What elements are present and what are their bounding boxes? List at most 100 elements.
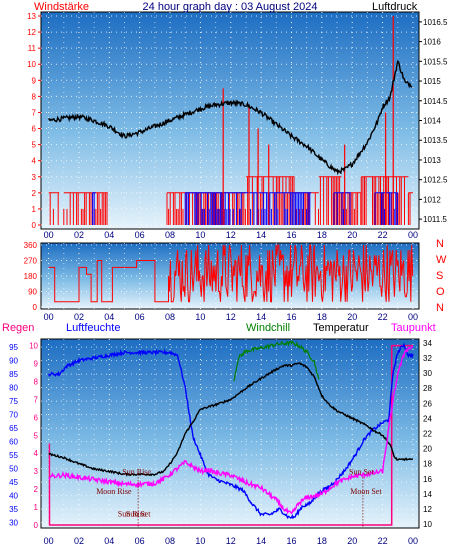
sun-moon-annotation: Sun Rise xyxy=(118,510,147,519)
y-tick-label: 12 xyxy=(27,28,36,37)
y-tick-label: 1014 xyxy=(423,117,441,126)
humidity-tick-label: 55 xyxy=(9,451,18,460)
y-tick-label: 4 xyxy=(32,157,37,166)
x-tick-label: 22 xyxy=(378,536,388,546)
windchill-line xyxy=(233,340,320,382)
windchill-label: Windchill xyxy=(246,322,290,334)
y-tick-label: 1015 xyxy=(423,77,441,86)
y-tick-label: 1 xyxy=(32,205,37,214)
y-tick-label: 11 xyxy=(28,44,37,53)
y-tick-label: 1016.5 xyxy=(423,18,448,27)
dewpoint-label: Taupunkt xyxy=(391,322,436,334)
x-tick-label: 04 xyxy=(104,312,114,322)
x-tick-label: 12 xyxy=(226,312,236,322)
y-tick-label: 360 xyxy=(24,241,38,250)
temp-series xyxy=(47,340,414,528)
x-tick-label: 08 xyxy=(165,230,175,240)
rain-tick-label: 9 xyxy=(34,360,39,369)
y-tick-label: 1015.5 xyxy=(423,57,448,66)
x-tick-label: 00 xyxy=(408,536,418,546)
temp-tick-label: 26 xyxy=(423,399,432,408)
humidity-tick-label: 40 xyxy=(9,492,18,501)
humidity-tick-label: 85 xyxy=(9,370,18,379)
y-tick-label: 270 xyxy=(24,257,38,266)
temp-tick-label: 20 xyxy=(423,445,432,454)
temperature-line xyxy=(48,362,414,477)
wind-pressure-panel: 0123456789101112131011.510121012.5101310… xyxy=(27,1,448,240)
humidity-tick-label: 30 xyxy=(9,519,18,528)
direction-line xyxy=(48,244,414,303)
wind-segment xyxy=(407,192,413,225)
wind-pressure-series xyxy=(48,16,413,225)
wind-segment xyxy=(48,192,60,225)
y-tick-label: 3 xyxy=(32,173,37,182)
gust-segment xyxy=(92,192,96,225)
pressure-axis-label: Luftdruck xyxy=(372,1,418,13)
x-tick-label: 14 xyxy=(256,230,266,240)
compass-label: W xyxy=(436,254,447,266)
rain-tick-label: 10 xyxy=(29,342,38,351)
temp-tick-label: 14 xyxy=(423,490,432,499)
x-tick-label: 14 xyxy=(256,536,266,546)
x-tick-label: 00 xyxy=(44,536,54,546)
y-tick-label: 0 xyxy=(32,221,37,230)
humidity-label: Luftfeuchte xyxy=(66,322,120,334)
x-tick-label: 16 xyxy=(286,230,296,240)
x-tick-label: 20 xyxy=(347,230,357,240)
temp-tick-label: 16 xyxy=(423,475,432,484)
plot-area-3 xyxy=(40,338,420,529)
wind-segment xyxy=(166,192,246,225)
rain-tick-label: 1 xyxy=(34,503,39,512)
humidity-tick-label: 35 xyxy=(9,505,18,514)
dewpoint-line xyxy=(48,346,414,515)
axes-3: 3035404550556065707580859095012345678910… xyxy=(9,339,432,546)
wind-axis-label: Windstärke xyxy=(34,1,89,13)
temp-tick-label: 34 xyxy=(423,339,432,348)
compass-label: N xyxy=(436,302,444,314)
y-tick-label: 1016 xyxy=(423,38,441,47)
humidity-line xyxy=(47,342,414,520)
rain-tick-label: 7 xyxy=(34,395,39,404)
rain-line xyxy=(48,344,413,526)
y-tick-label: 7 xyxy=(32,108,37,117)
temp-tick-label: 28 xyxy=(423,384,432,393)
x-tick-label: 20 xyxy=(347,536,357,546)
temp-tick-label: 24 xyxy=(423,414,432,423)
y-tick-label: 9 xyxy=(32,76,37,85)
sun-moon-annotation: Moon Set xyxy=(350,487,382,496)
rain-tick-label: 2 xyxy=(34,485,39,494)
humidity-tick-label: 50 xyxy=(9,465,18,474)
rain-tick-label: 4 xyxy=(34,449,39,458)
temp-tick-label: 18 xyxy=(423,460,432,469)
axes-1: 0123456789101112131011.510121012.5101310… xyxy=(27,12,448,240)
x-tick-label: 02 xyxy=(74,312,84,322)
x-tick-label: 22 xyxy=(378,312,388,322)
temp-tick-label: 30 xyxy=(423,369,432,378)
direction-series xyxy=(48,244,414,303)
x-tick-label: 06 xyxy=(135,312,145,322)
y-tick-label: 13 xyxy=(27,12,36,21)
x-tick-label: 14 xyxy=(256,312,266,322)
temp-tick-label: 12 xyxy=(423,505,432,514)
rain-label: Regen xyxy=(2,322,34,334)
humidity-tick-label: 95 xyxy=(9,343,18,352)
x-tick-label: 08 xyxy=(165,312,175,322)
rain-tick-label: 8 xyxy=(34,377,39,386)
rain-tick-label: 5 xyxy=(34,431,39,440)
x-tick-label: 18 xyxy=(317,312,327,322)
x-tick-label: 16 xyxy=(286,312,296,322)
y-tick-label: 5 xyxy=(32,141,37,150)
y-tick-label: 1014.5 xyxy=(423,97,448,106)
temp-tick-label: 32 xyxy=(423,354,432,363)
chart-title: 24 hour graph day : 03 August 2024 xyxy=(143,1,318,13)
compass-label: S xyxy=(436,270,443,282)
x-tick-label: 12 xyxy=(226,536,236,546)
x-tick-label: 00 xyxy=(408,312,418,322)
x-tick-label: 12 xyxy=(226,230,236,240)
humidity-tick-label: 70 xyxy=(9,411,18,420)
x-tick-label: 20 xyxy=(347,312,357,322)
y-tick-label: 1013 xyxy=(423,156,441,165)
y-tick-label: 10 xyxy=(27,60,36,69)
